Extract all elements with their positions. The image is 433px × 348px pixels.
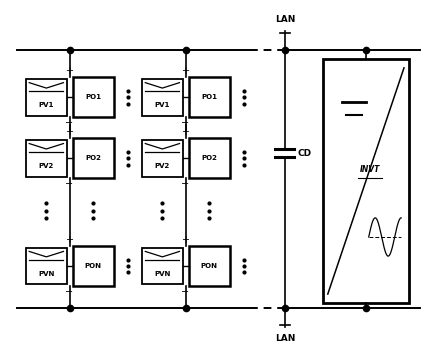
Text: PVN: PVN bbox=[154, 270, 171, 277]
Text: +: + bbox=[65, 66, 73, 77]
Text: −: − bbox=[65, 287, 73, 297]
Text: −: − bbox=[181, 179, 189, 189]
Text: PV1: PV1 bbox=[39, 102, 54, 108]
Text: PVN: PVN bbox=[38, 270, 55, 277]
Text: −: − bbox=[65, 179, 73, 189]
Text: −: − bbox=[181, 287, 189, 297]
Text: −: − bbox=[181, 118, 189, 128]
Text: +: + bbox=[181, 66, 189, 77]
Bar bbox=[142, 140, 183, 176]
Bar bbox=[26, 140, 67, 176]
Bar bbox=[323, 59, 409, 303]
Bar bbox=[72, 138, 113, 178]
Bar bbox=[142, 79, 183, 116]
Text: PON: PON bbox=[84, 263, 102, 269]
Bar bbox=[26, 79, 67, 116]
Text: PO1: PO1 bbox=[201, 94, 217, 101]
Text: CD: CD bbox=[297, 149, 311, 158]
Text: −: − bbox=[65, 118, 73, 128]
Bar bbox=[26, 248, 67, 285]
Text: PV2: PV2 bbox=[39, 163, 54, 169]
Text: PO1: PO1 bbox=[85, 94, 101, 101]
Text: PV2: PV2 bbox=[155, 163, 170, 169]
Bar bbox=[188, 138, 229, 178]
Text: PO2: PO2 bbox=[85, 155, 101, 161]
Text: LAN: LAN bbox=[275, 15, 295, 24]
Bar bbox=[188, 246, 229, 286]
Text: LAN: LAN bbox=[275, 334, 295, 343]
Text: +: + bbox=[181, 127, 189, 137]
Text: +: + bbox=[181, 235, 189, 245]
Text: PON: PON bbox=[200, 263, 218, 269]
Text: INVT: INVT bbox=[360, 166, 381, 174]
Bar bbox=[72, 78, 113, 118]
Text: +: + bbox=[65, 235, 73, 245]
Text: PO2: PO2 bbox=[201, 155, 217, 161]
Bar bbox=[72, 246, 113, 286]
Bar bbox=[188, 78, 229, 118]
Text: +: + bbox=[65, 127, 73, 137]
Bar bbox=[142, 248, 183, 285]
Text: PV1: PV1 bbox=[155, 102, 170, 108]
